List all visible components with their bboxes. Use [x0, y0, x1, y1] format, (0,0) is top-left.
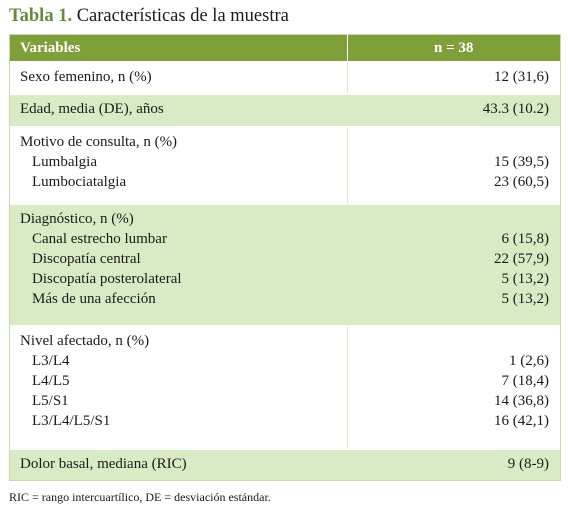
- item-value: 16 (42,1): [494, 413, 549, 430]
- table-row-dolor: Dolor basal, mediana (RIC) 9 (8-9): [9, 447, 560, 480]
- item-label: Más de una afección: [32, 291, 156, 308]
- row-label: Edad, media (DE), años: [9, 93, 347, 127]
- item-value: 15 (39,5): [494, 153, 549, 170]
- row-value: 43.3 (10.2): [346, 93, 560, 127]
- item-value: 5 (13,2): [501, 271, 550, 288]
- item-label: Canal estrecho lumbar: [32, 231, 167, 248]
- table-row-sexo: Sexo femenino, n (%) 12 (31,6): [9, 60, 560, 95]
- header-variables: Variables: [9, 34, 347, 62]
- table-row-motivo: Motivo de consulta, n (%) Lumbalgia Lumb…: [9, 125, 560, 205]
- item-label: Lumbalgia: [32, 153, 97, 170]
- item-label: L5/S1: [32, 393, 69, 410]
- item-value: 23 (60,5): [494, 173, 549, 190]
- group-label: Motivo de consulta, n (%): [20, 133, 178, 150]
- item-label: Discopatía central: [32, 251, 141, 268]
- table-footnote: RIC = rango intercuartílico, DE = desvia…: [9, 490, 271, 504]
- item-value: 1 (2,6): [509, 353, 549, 370]
- table-number: Tabla 1.: [9, 6, 73, 26]
- table-row-diagnostico: Diagnóstico, n (%) Canal estrecho lumbar…: [9, 203, 560, 327]
- item-label: L4/L5: [32, 373, 70, 390]
- item-value: 22 (57,9): [494, 251, 549, 268]
- group-label: Diagnóstico, n (%): [20, 211, 134, 228]
- item-label: L3/L4/L5/S1: [32, 413, 111, 430]
- group-label: Nivel afectado, n (%): [20, 333, 150, 350]
- item-label: Discopatía posterolateral: [32, 271, 182, 288]
- item-label: L3/L4: [32, 353, 70, 370]
- table-row-edad: Edad, media (DE), años 43.3 (10.2): [9, 93, 560, 127]
- row-label: Dolor basal, mediana (RIC): [9, 447, 347, 480]
- header-n: n = 38: [346, 34, 560, 62]
- item-value: 5 (13,2): [501, 291, 550, 308]
- item-label: Lumbociatalgia: [32, 173, 127, 190]
- item-value: 6 (15,8): [501, 231, 550, 248]
- table-title: Tabla 1. Características de la muestra: [9, 6, 289, 27]
- table-caption: Características de la muestra: [76, 6, 289, 26]
- item-value: 14 (36,8): [494, 393, 549, 410]
- characteristics-table: Variables n = 38 Sexo femenino, n (%) 12…: [9, 34, 560, 480]
- table-row-nivel: Nivel afectado, n (%) L3/L4 L4/L5 L5/S1 …: [9, 325, 560, 449]
- row-value: 12 (31,6): [346, 60, 560, 95]
- row-value: 9 (8-9): [346, 447, 560, 480]
- header-row: Variables n = 38: [9, 34, 560, 62]
- item-value: 7 (18,4): [501, 373, 550, 390]
- row-label: Sexo femenino, n (%): [9, 60, 347, 95]
